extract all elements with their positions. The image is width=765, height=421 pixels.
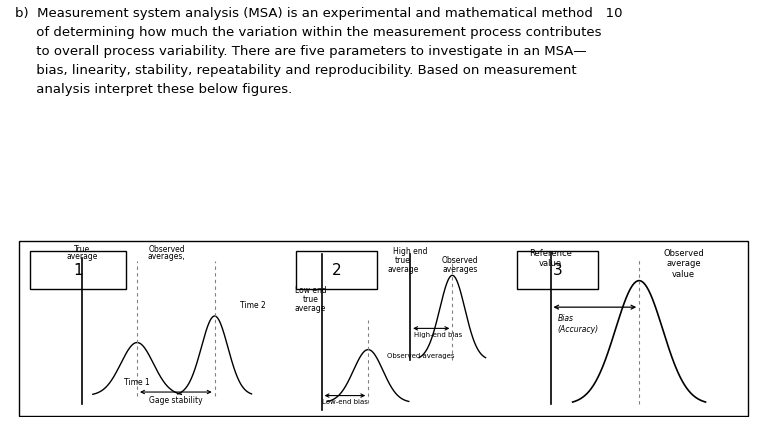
Text: Observed: Observed [663,249,704,258]
FancyBboxPatch shape [19,241,748,416]
Text: Low-end bias: Low-end bias [322,399,368,405]
Text: value: value [539,259,562,269]
Text: b)  Measurement system analysis (MSA) is an experimental and mathematical method: b) Measurement system analysis (MSA) is … [15,7,623,96]
Text: 3: 3 [553,263,563,277]
Text: average: average [295,304,327,313]
FancyBboxPatch shape [517,250,598,290]
Text: High-end bias: High-end bias [414,332,462,338]
Text: true: true [395,256,411,265]
Text: Low end: Low end [295,286,327,295]
Text: averages: averages [442,265,477,274]
FancyBboxPatch shape [296,250,377,290]
Text: Observed averages: Observed averages [386,353,454,359]
Text: Gage stability: Gage stability [149,396,203,405]
Text: Reference: Reference [529,249,572,258]
Text: Observed: Observed [148,245,185,254]
Text: 1: 1 [73,263,83,277]
Text: Time 2: Time 2 [240,301,266,310]
Text: true: true [303,295,318,304]
Text: averages,: averages, [148,252,185,261]
Text: Observed: Observed [441,256,478,265]
Text: value: value [672,270,695,279]
FancyBboxPatch shape [30,250,126,290]
Text: average: average [387,265,418,274]
Text: True: True [73,245,90,254]
Text: average: average [66,252,97,261]
Text: 2: 2 [331,263,341,277]
Text: Time 1: Time 1 [124,378,150,387]
Text: High end: High end [393,247,428,256]
Text: Bias
(Accuracy): Bias (Accuracy) [558,314,599,334]
Text: average: average [666,259,701,269]
